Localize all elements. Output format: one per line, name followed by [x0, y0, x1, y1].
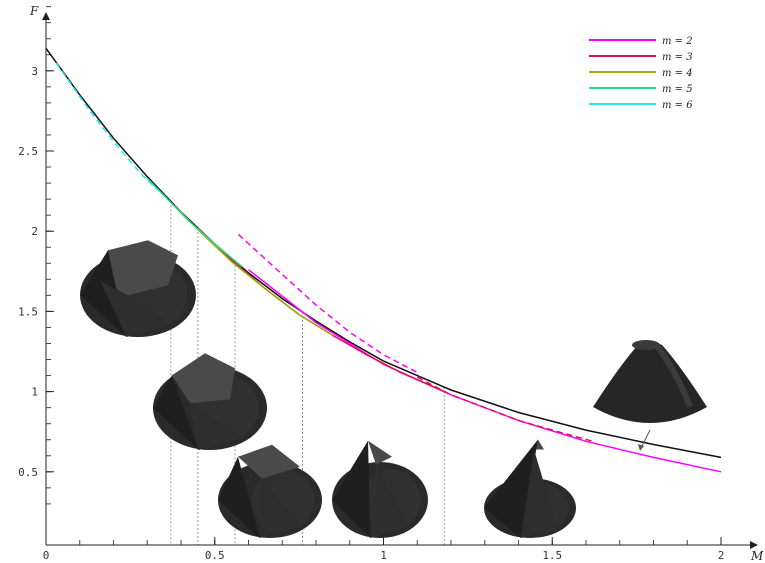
legend-label: m = 6	[662, 100, 693, 111]
y-tick-label: 1.5	[18, 305, 38, 318]
cone-thumbnail	[218, 444, 322, 538]
cone-top-face	[238, 444, 300, 479]
shape-thumbnails	[80, 240, 707, 538]
y-tick-label: 0.5	[18, 466, 38, 479]
series-line-2	[237, 233, 418, 374]
cone-top	[632, 340, 660, 350]
y-tick-label: 2.5	[18, 145, 38, 158]
x-tick-label: 0	[43, 549, 50, 562]
cone-side-face	[153, 375, 199, 450]
y-tick-label: 1	[31, 386, 38, 399]
legend: m = 2 m = 3 m = 4 m = 5 m = 6	[589, 36, 693, 111]
cone-top-face	[100, 240, 178, 296]
pointer-arrow-head	[638, 444, 644, 451]
cone-thumbnail	[153, 353, 267, 450]
cone-body	[593, 342, 707, 423]
cone-side-face	[190, 403, 245, 450]
x-axis-label: M	[750, 549, 764, 563]
cone-top-face	[368, 440, 392, 465]
cone-thumbnail	[80, 240, 196, 337]
series-line-7	[55, 62, 169, 200]
y-tick-label: 3	[31, 65, 38, 78]
cone-top-face	[172, 353, 235, 404]
cone-thumbnail	[484, 439, 576, 538]
tick-labels: 0 0.5 1 1.5 2 0.5 1 1.5 2 2.5 3	[18, 65, 724, 562]
y-axis-label: F	[29, 4, 39, 18]
pointer-arrow-line	[640, 429, 651, 449]
legend-label: m = 2	[662, 36, 693, 47]
y-tick-label: 2	[31, 225, 38, 238]
x-tick-label: 2	[718, 549, 725, 562]
series-line-4	[416, 376, 593, 443]
cone-thumbnail	[332, 440, 428, 538]
cone-side-face	[520, 449, 558, 538]
cone-side-face	[80, 250, 127, 337]
cone-thumbnail	[593, 340, 707, 423]
cone-side-face	[218, 456, 260, 538]
legend-label: m = 3	[662, 52, 693, 63]
cone-side-face	[332, 440, 371, 538]
x-tick-label: 0.5	[205, 549, 225, 562]
axes: M F	[29, 4, 764, 563]
series-line-6	[146, 177, 243, 268]
legend-label: m = 5	[662, 84, 693, 95]
x-axis-arrow	[750, 541, 758, 549]
cone-side-face	[259, 478, 302, 538]
cone-side-face	[100, 280, 173, 337]
y-axis-arrow	[42, 12, 50, 20]
x-tick-label: 1	[380, 549, 387, 562]
cone-highlight	[655, 345, 693, 409]
x-tick-label: 1.5	[542, 549, 562, 562]
series-lines	[45, 47, 722, 473]
cone-side-face	[370, 464, 409, 538]
legend-label: m = 4	[662, 68, 693, 79]
